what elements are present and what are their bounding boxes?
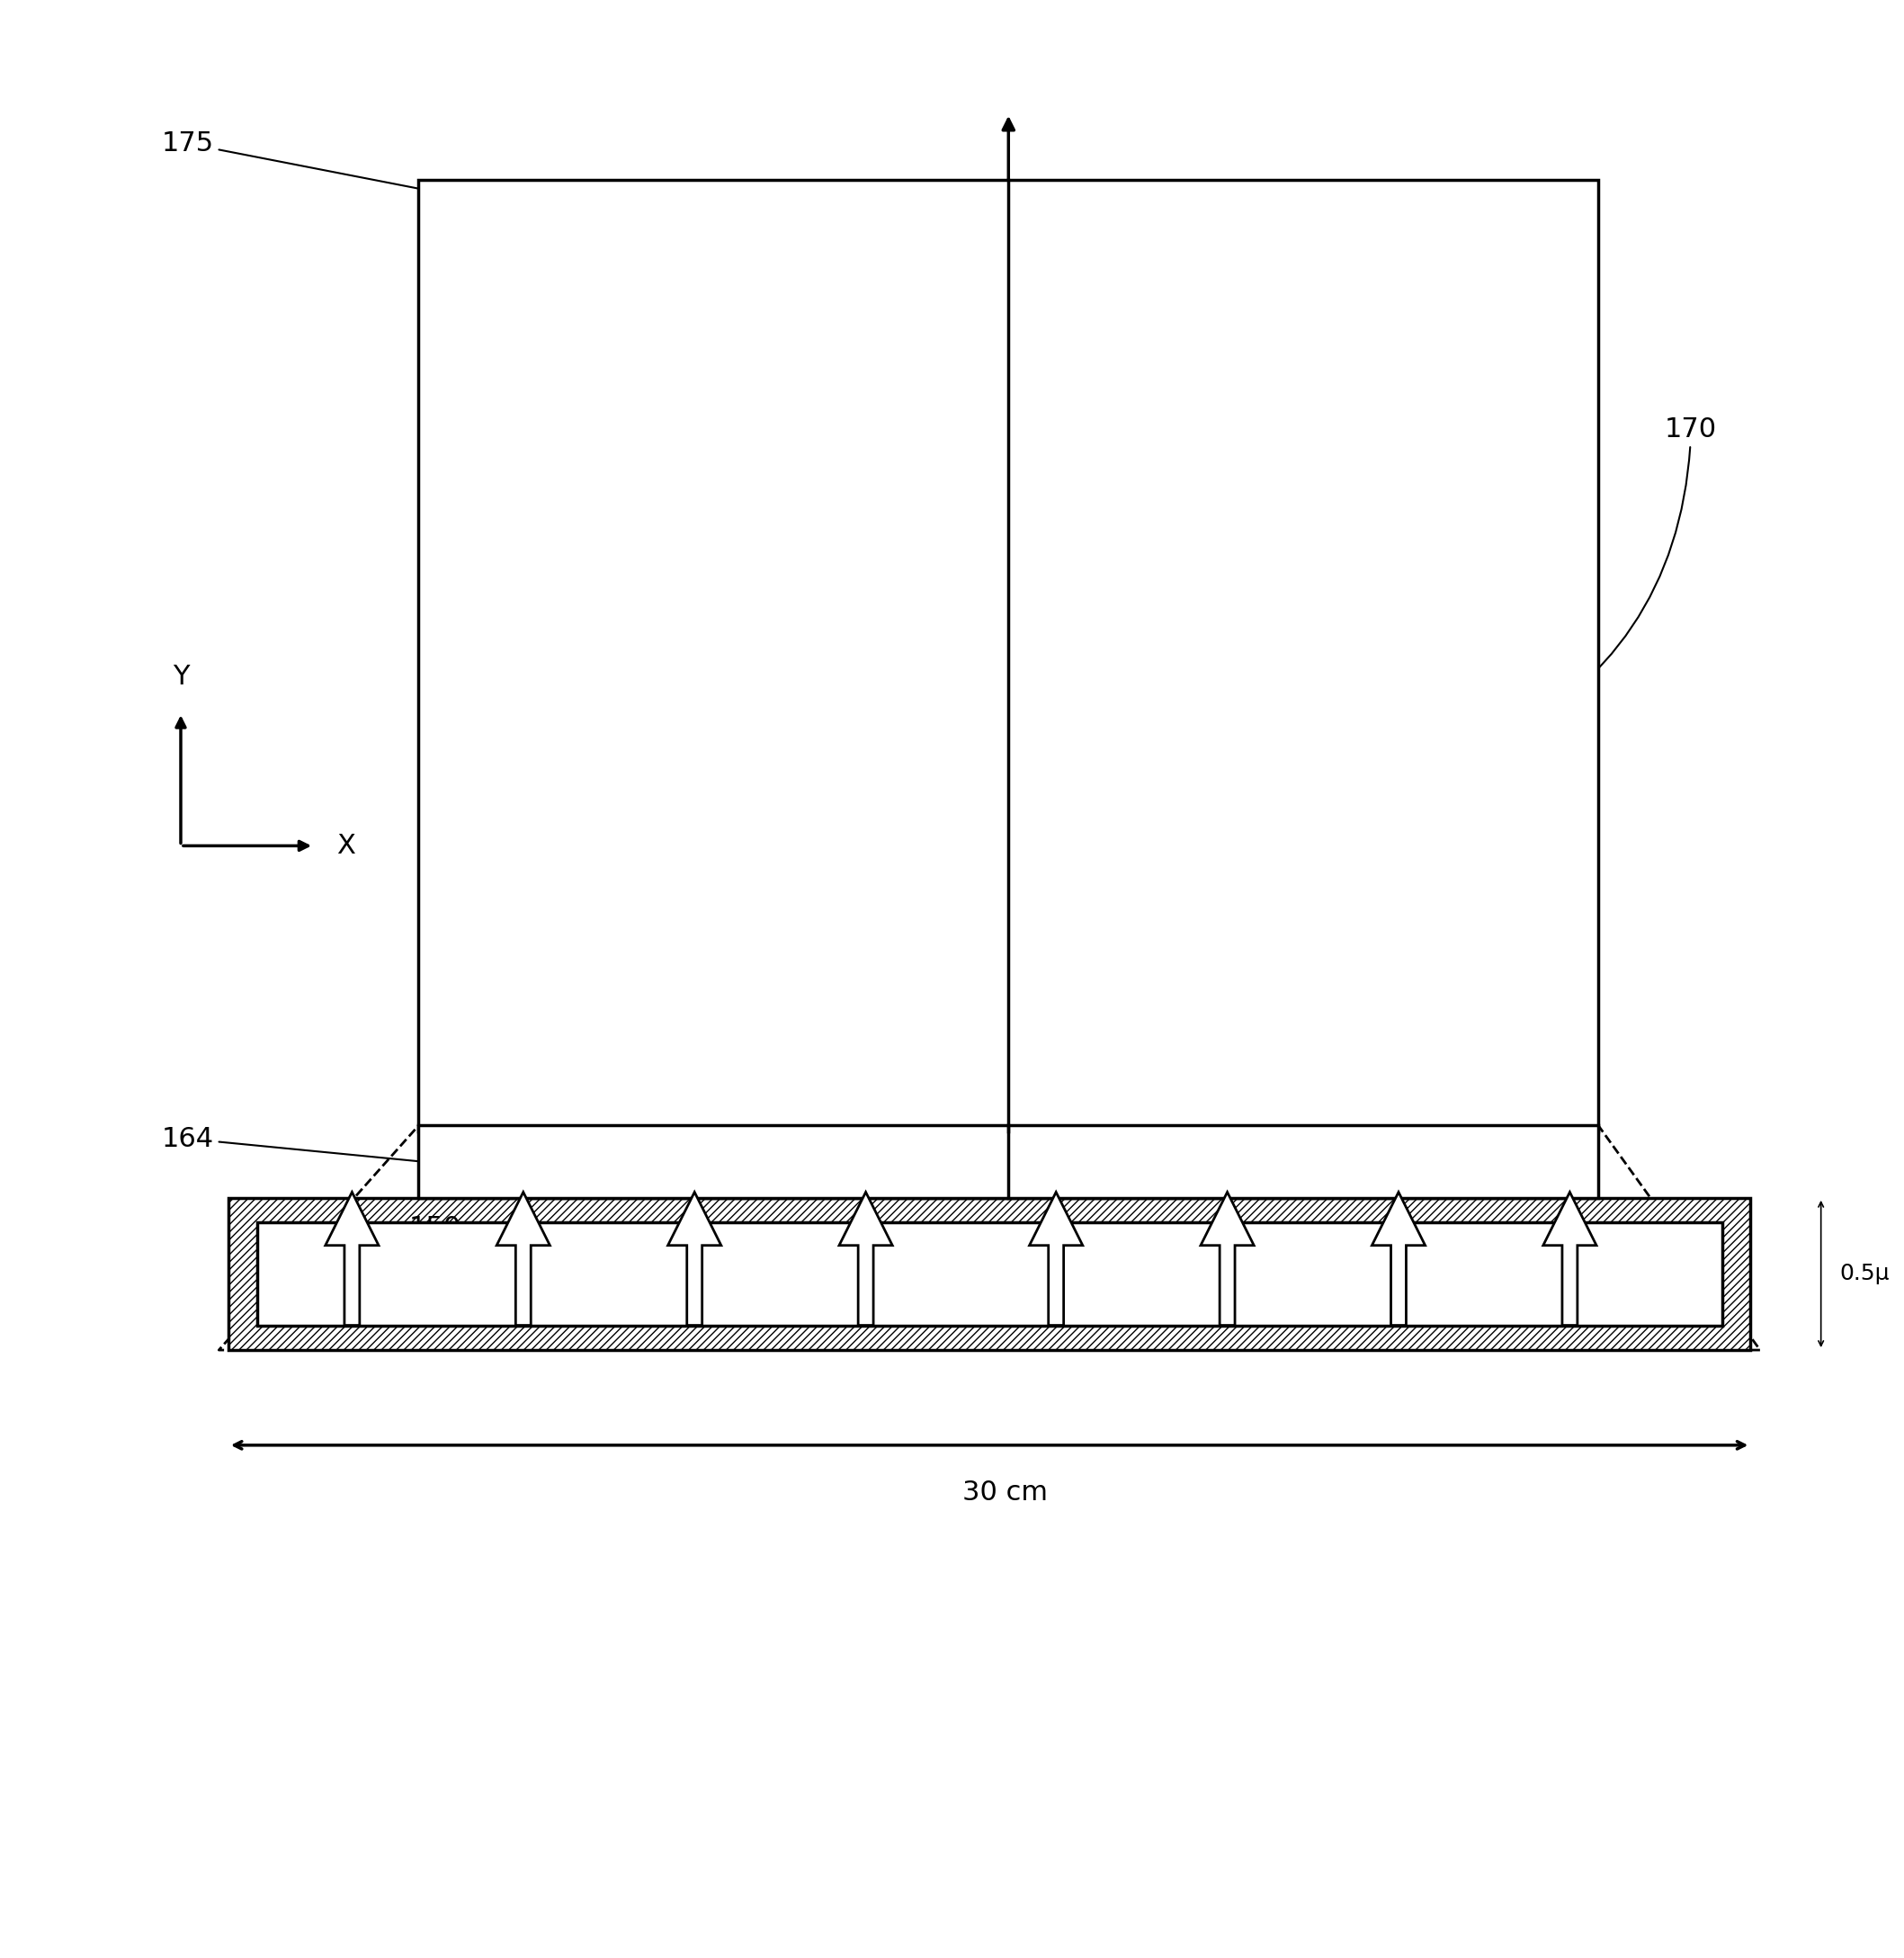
Text: 0.5μ: 0.5μ	[1839, 1263, 1891, 1284]
FancyArrow shape	[1201, 1192, 1255, 1326]
FancyArrow shape	[497, 1192, 550, 1326]
Text: 170: 170	[1487, 415, 1717, 750]
FancyArrow shape	[1373, 1192, 1426, 1326]
Text: 155: 155	[567, 1234, 691, 1265]
FancyArrow shape	[668, 1192, 722, 1326]
FancyArrow shape	[326, 1192, 379, 1326]
Text: 175: 175	[162, 131, 421, 188]
Text: 30 cm: 30 cm	[962, 1480, 1047, 1506]
Text: 164: 164	[162, 1126, 421, 1161]
FancyArrow shape	[1542, 1192, 1596, 1326]
Bar	[257, 1222, 1721, 1326]
FancyArrow shape	[840, 1192, 893, 1326]
Bar	[419, 1126, 1597, 1198]
Bar	[419, 180, 1597, 1132]
Text: 157: 157	[891, 1267, 986, 1302]
Text: X: X	[337, 832, 356, 860]
Text: Y: Y	[173, 664, 188, 689]
Bar	[228, 1198, 1750, 1351]
FancyArrow shape	[1030, 1192, 1083, 1326]
Text: 150: 150	[409, 1216, 522, 1245]
